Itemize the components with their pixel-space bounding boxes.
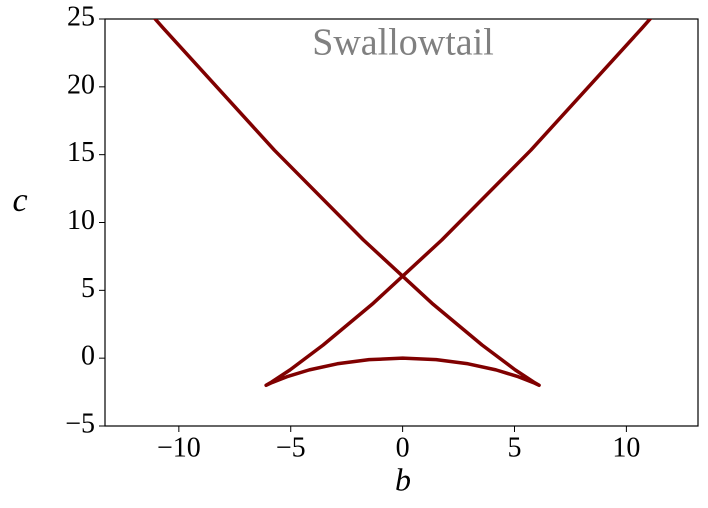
y-tick-label: −5 bbox=[65, 408, 95, 439]
x-tick-label: −10 bbox=[157, 432, 201, 463]
plot-frame bbox=[104, 18, 699, 427]
y-tick-label: 15 bbox=[67, 137, 95, 168]
curve bbox=[152, 19, 653, 388]
x-tick-label: 10 bbox=[612, 432, 640, 463]
y-tick-label: 5 bbox=[81, 273, 95, 304]
plot-area bbox=[152, 19, 653, 388]
y-axis-label: c bbox=[12, 182, 27, 219]
y-tick-label: 25 bbox=[67, 1, 95, 32]
x-tick-label: 5 bbox=[508, 432, 522, 463]
annotation: Swallowtail bbox=[312, 22, 494, 64]
x-tick-label: −5 bbox=[276, 432, 306, 463]
x-axis-label: b bbox=[395, 461, 411, 497]
y-tick-label: 10 bbox=[67, 205, 95, 236]
y-tick-label: 20 bbox=[67, 69, 95, 100]
x-tick-label: 0 bbox=[396, 432, 410, 463]
y-tick-label: 0 bbox=[81, 341, 95, 372]
